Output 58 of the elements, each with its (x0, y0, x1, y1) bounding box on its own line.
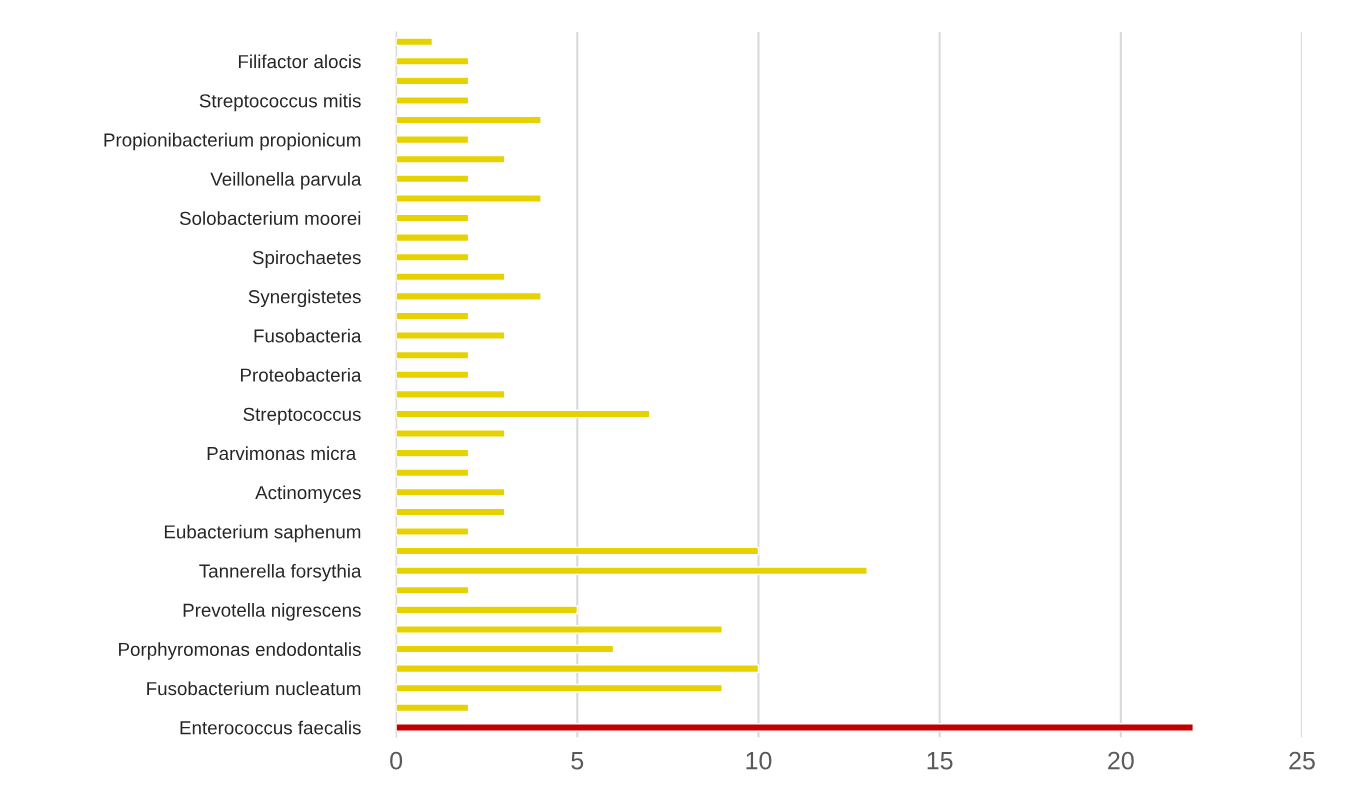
bar (396, 370, 470, 380)
bar (396, 723, 1194, 732)
bar (396, 96, 470, 105)
bar (396, 76, 470, 86)
y-tick-label: Proteobacteria (241, 367, 362, 382)
bar (396, 350, 470, 360)
y-tick-label: Tannerella forsythia (199, 563, 362, 582)
bar (396, 56, 470, 66)
y-tick-label: Filifactor alocis (238, 54, 361, 69)
bar (396, 331, 506, 340)
bar (396, 664, 760, 674)
y-tick-label: Streptococcus mitis (199, 93, 361, 112)
y-tick-label: Spirochaetes (252, 250, 361, 268)
x-tick-label: 20 (1108, 751, 1134, 770)
bar (396, 585, 470, 595)
y-tick-label: Propionibacterium propionicum (104, 132, 361, 151)
bar (396, 37, 434, 47)
y-tick-label: Actinomyces (255, 485, 361, 503)
y-tick-label: Veillonella parvula (210, 172, 362, 190)
bar (396, 272, 506, 282)
y-tick-label: Solobacterium moorei (179, 211, 361, 225)
x-tick-label: 5 (571, 752, 584, 770)
x-tick-label: 10 (746, 751, 772, 770)
y-tick-label: Prevotella nigrescens (183, 603, 361, 621)
bar (396, 194, 542, 203)
bar (396, 468, 470, 478)
y-tick-label: Fusobacterium nucleatum (147, 681, 361, 696)
bar (396, 389, 506, 399)
bar (396, 527, 470, 536)
bar (396, 154, 506, 164)
bar (396, 605, 578, 615)
y-tick-label: Synergistetes (248, 289, 361, 308)
bar (396, 507, 506, 517)
bar (396, 683, 723, 693)
bar (396, 546, 760, 556)
y-tick-label: Porphyromonas endodontalis (119, 642, 361, 660)
bar (396, 174, 470, 184)
y-tick-label: Parvimonas micra (207, 446, 357, 461)
y-tick-label: Enterococcus faecalis (180, 720, 361, 735)
y-tick-label: Streptococcus (243, 407, 361, 425)
y-tick-label: Fusobacteria (254, 328, 362, 343)
bar (396, 566, 868, 576)
bar (396, 625, 723, 634)
bar (396, 409, 651, 419)
bar (396, 233, 470, 243)
bar (396, 487, 506, 497)
bar (396, 291, 542, 301)
bar (396, 115, 542, 125)
bar (396, 252, 470, 262)
x-tick-label: 15 (927, 752, 953, 770)
bar (396, 135, 470, 145)
x-tick-label: 0 (390, 751, 403, 770)
bar (396, 448, 470, 458)
bar (396, 703, 470, 713)
y-tick-label: Eubacterium saphenum (164, 524, 361, 543)
bar (396, 429, 506, 438)
x-tick-label: 25 (1289, 751, 1315, 770)
bar (396, 644, 615, 654)
